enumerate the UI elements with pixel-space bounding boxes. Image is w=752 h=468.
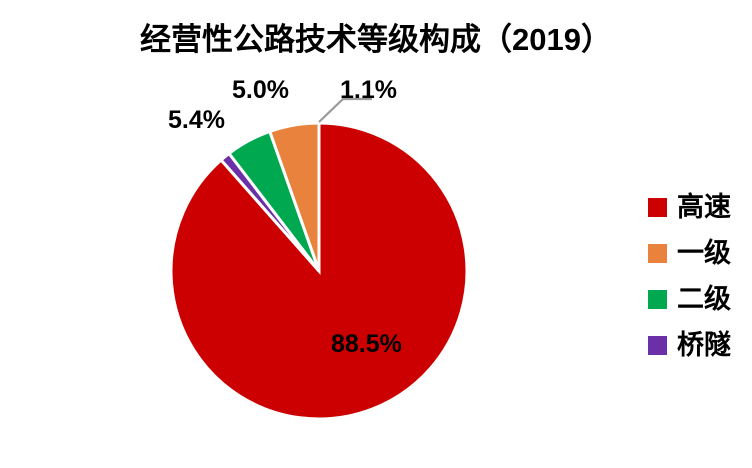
- pie-slice-bridge-tunnel[interactable]: [218, 151, 321, 272]
- legend-item-bridge-tunnel[interactable]: 桥隧: [648, 322, 752, 368]
- legend-item-highway[interactable]: 高速: [648, 184, 752, 230]
- legend-swatch-highway: [648, 197, 667, 217]
- chart-title: 经营性公路技术等级构成（2019）: [140, 22, 612, 57]
- pie-plot-area: 5.4% 5.0% 1.1% 88.5%: [168, 76, 469, 421]
- slice-label-bridge-tunnel: 1.1%: [340, 76, 397, 104]
- legend-swatch-class2: [648, 289, 667, 309]
- legend-label-class2: 二级: [677, 283, 731, 314]
- leader-line-bridge-tunnel: [318, 97, 372, 123]
- slice-label-class2: 5.0%: [232, 76, 289, 104]
- legend: 高速 一级 二级 桥隧: [648, 184, 752, 368]
- legend-swatch-class1: [648, 243, 667, 263]
- slice-label-highway: 88.5%: [331, 330, 402, 358]
- legend-item-class2[interactable]: 二级: [648, 276, 752, 322]
- legend-label-class1: 一级: [677, 237, 731, 268]
- slice-label-class1: 5.4%: [168, 106, 225, 134]
- pie-slices-svg: [169, 97, 469, 421]
- legend-item-class1[interactable]: 一级: [648, 230, 752, 276]
- legend-swatch-bridge-tunnel: [648, 335, 667, 355]
- legend-label-bridge-tunnel: 桥隧: [677, 329, 731, 360]
- legend-label-highway: 高速: [677, 191, 731, 222]
